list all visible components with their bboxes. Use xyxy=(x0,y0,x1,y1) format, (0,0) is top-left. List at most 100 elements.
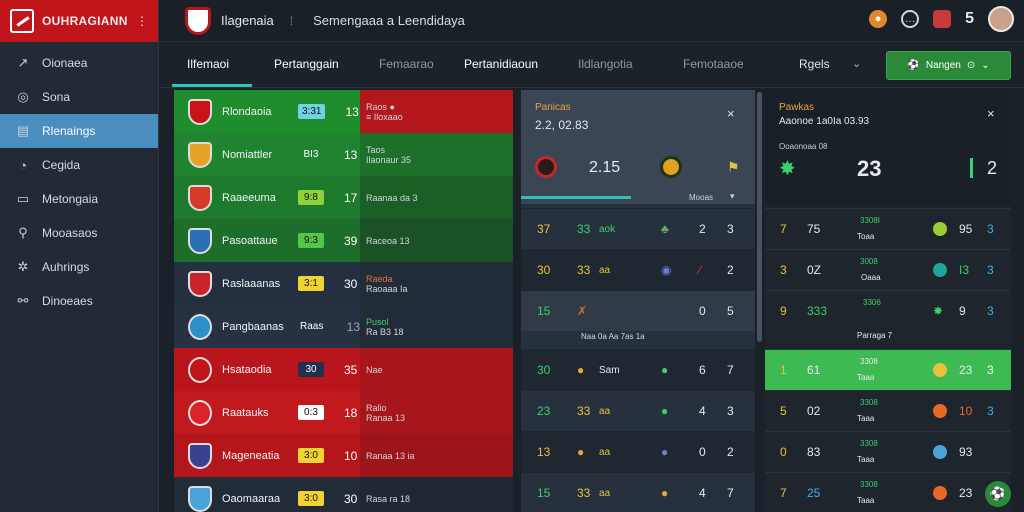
row-q: 3 xyxy=(987,222,994,236)
sidebar-item-0[interactable]: ↗ Oionaea xyxy=(0,46,158,80)
match-row[interactable]: 15 33 aa ● 4 7 xyxy=(521,472,755,512)
sidebar-item-2[interactable]: ▤ Rlenaings xyxy=(0,114,158,148)
table-row[interactable]: Raslaaanas 3:1 30 Raeda Raoaaa Ia xyxy=(174,262,513,305)
sidebar-item-5[interactable]: ⚲ Mooasaos xyxy=(0,216,158,250)
team-name: Rlondaoia xyxy=(222,105,272,118)
chevron-down-icon[interactable]: ⌄ xyxy=(852,58,862,70)
team-score: 39 xyxy=(344,233,358,248)
table-row[interactable]: Raatauks 0:3 18 Ralio Ranaa 13 xyxy=(174,391,513,434)
match-panel: Panicas 2.2, 02.83 × 2.15 ⚑ Mooas ▾ 37 33… xyxy=(521,90,755,512)
row-info-top: Ranaa 13 ia xyxy=(366,450,415,461)
coin-icon[interactable]: ● xyxy=(869,10,888,28)
sidebar-item-4[interactable]: ▭ Metongaia xyxy=(0,182,158,216)
away-crest-icon xyxy=(660,156,682,178)
sidebar-item-label: Mooasaos xyxy=(42,226,98,240)
row-y: 7 xyxy=(727,486,734,500)
detail-row[interactable]: 7 25 3308 Taaa 23 xyxy=(765,472,1011,512)
detail-row-highlight[interactable]: 1 61 3308 Taaa 23 3 xyxy=(765,349,1011,390)
profile-badge-icon[interactable] xyxy=(933,10,952,28)
tab-4[interactable]: Ildlangotia xyxy=(578,57,633,71)
row-top: 3308 xyxy=(860,357,878,366)
mark-icon: ✗ xyxy=(577,304,588,318)
detail-row[interactable]: 5 02 3308 Taaa 10 3 xyxy=(765,390,1011,431)
row-q: 3 xyxy=(987,404,994,418)
avatar[interactable] xyxy=(988,6,1014,32)
match-row[interactable]: 30 ● Sam ● 6 7 xyxy=(521,349,755,390)
flag-icon[interactable]: ⚑ xyxy=(727,159,740,175)
calendar-icon: ▤ xyxy=(16,123,30,138)
filter-select[interactable]: Rgels xyxy=(799,57,830,71)
row-top: 3008 xyxy=(860,257,878,266)
chat-icon[interactable]: … xyxy=(901,10,920,28)
table-row[interactable]: Oaomaaraa 3:0 30 Rasa ra 18 xyxy=(174,477,513,512)
table-row[interactable]: Pasoattaue 9:3 39 Raceoa 13 xyxy=(174,219,513,262)
match-row[interactable]: 13 ● aa ● 0 2 xyxy=(521,431,755,472)
detail-row[interactable]: 9 333 3306 Parraga 7 ✸ 9 3 xyxy=(765,290,1011,340)
chat-icon: ◔ xyxy=(19,157,27,173)
match-row[interactable]: 23 33 aa ● 4 3 xyxy=(521,390,755,431)
row-x: 4 xyxy=(699,486,706,500)
notification-count[interactable]: 5 xyxy=(965,10,974,27)
team-crest-icon xyxy=(188,227,212,254)
tab-3[interactable]: Pertanidiaoun xyxy=(464,57,539,71)
tab-5[interactable]: Femotaaoe xyxy=(683,57,744,71)
chevron-down-icon[interactable]: ▾ xyxy=(730,191,735,201)
action-fab-button[interactable]: ⚽ xyxy=(985,481,1011,507)
team-icon: ● xyxy=(661,363,669,377)
row-b: 33 xyxy=(577,222,591,236)
row-sub-labels: Naa 0a Aa 7as 1a xyxy=(581,332,645,341)
row-b: 0Z xyxy=(807,263,822,277)
divider xyxy=(970,158,973,178)
sidebar-item-1[interactable]: ◎ Sona xyxy=(0,80,158,114)
team-badge-icon: ✸ xyxy=(933,304,944,318)
sidebar-item-6[interactable]: ✲ Auhrings xyxy=(0,250,158,284)
team-badge-icon xyxy=(933,404,947,418)
team-crest-icon xyxy=(188,184,212,211)
row-info-top: Taos xyxy=(366,144,386,155)
row-a: 3 xyxy=(780,263,787,277)
table-row[interactable]: Nomiattler BI3 13 Taos Ilaonaur 35 xyxy=(174,133,513,176)
team-name: Raatauks xyxy=(222,406,269,419)
match-row[interactable]: 15 ✗ 0 5 xyxy=(521,290,755,331)
close-icon[interactable]: × xyxy=(987,106,995,121)
join-button[interactable]: ⚽ Nangen ⊙ ⌄ xyxy=(886,51,1011,80)
row-top: 3308I xyxy=(860,216,881,225)
table-row[interactable]: Mageneatia 3:0 10 Ranaa 13 ia xyxy=(174,434,513,477)
tab-0[interactable]: Ilfemaoi xyxy=(187,57,230,71)
match-date: 2.2, 02.83 xyxy=(535,118,589,132)
table-row[interactable]: Rlondaoia 3:31 13 Raos ● ≡ Iloxaao xyxy=(174,90,513,133)
brand-bar[interactable]: OUHRAGIANN ⋮ xyxy=(0,0,158,42)
detail-label: Pawkas xyxy=(779,102,815,113)
team-record: 30 xyxy=(298,362,324,377)
detail-row[interactable]: 0 83 3308 Taaa 93 xyxy=(765,431,1011,472)
match-row[interactable]: 37 33 aok ♣ 2 3 xyxy=(521,208,755,249)
row-bot: Taaa xyxy=(857,373,875,382)
menu-icon[interactable]: ⋮ xyxy=(136,14,148,28)
tab-2[interactable]: Femaarao xyxy=(379,57,434,71)
table-row[interactable]: Raaeeuma 9:8 17 Raanaa da 3 xyxy=(174,176,513,219)
sidebar-item-7[interactable]: ⚯ Dinoeaes xyxy=(0,284,158,318)
row-p: 9 xyxy=(959,304,966,318)
row-q: 3 xyxy=(987,363,994,377)
row-info-top: Rasa ra 18 xyxy=(366,493,411,504)
detail-row[interactable]: 3 0Z 3008 Oaaa I3 3 xyxy=(765,249,1011,290)
row-p: 23 xyxy=(959,486,973,500)
row-bot: Oaaa xyxy=(861,273,881,282)
close-icon[interactable]: × xyxy=(727,106,735,121)
match-progress xyxy=(521,196,631,199)
sidebar-item-label: Metongaia xyxy=(42,192,99,206)
scrollbar[interactable] xyxy=(757,92,762,342)
detail-row[interactable]: 7 75 3308I Toaa 95 3 xyxy=(765,208,1011,249)
table-row[interactable]: Pangbaanas Raas 13 Pusol Ra B3 18 xyxy=(174,305,513,348)
team-name: Pasoattaue xyxy=(222,234,278,247)
match-row[interactable]: 30 33 aa ◉ ⁄ 2 xyxy=(521,249,755,290)
team-score: 35 xyxy=(344,362,358,377)
team-name: Hsataodia xyxy=(222,363,272,376)
detail-header: Pawkas Aaonoe 1a0Ia 03.93 Ooaonoaa 08 × … xyxy=(765,90,1011,205)
sidebar-item-3[interactable]: ◔ Cegida xyxy=(0,148,158,182)
table-row[interactable]: Hsataodia 30 35 Nae xyxy=(174,348,513,391)
page-subtitle: Semengaaa a Leendidaya xyxy=(313,13,465,28)
tab-1[interactable]: Pertanggain xyxy=(274,57,339,71)
row-a: 15 xyxy=(537,486,551,500)
team-crest-icon xyxy=(188,485,212,512)
